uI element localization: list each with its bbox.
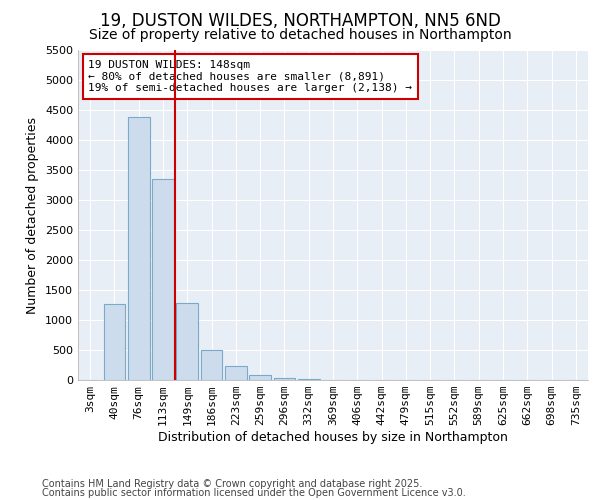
Y-axis label: Number of detached properties: Number of detached properties (26, 116, 40, 314)
X-axis label: Distribution of detached houses by size in Northampton: Distribution of detached houses by size … (158, 431, 508, 444)
Bar (274, 378, 295, 380)
Text: 19 DUSTON WILDES: 148sqm
← 80% of detached houses are smaller (8,891)
19% of sem: 19 DUSTON WILDES: 148sqm ← 80% of detach… (88, 60, 412, 93)
Bar (152, 179, 174, 380)
Text: Size of property relative to detached houses in Northampton: Size of property relative to detached ho… (89, 28, 511, 42)
Text: Contains public sector information licensed under the Open Government Licence v3: Contains public sector information licen… (42, 488, 466, 498)
Bar (200, 350, 223, 380)
Bar (249, 375, 271, 380)
Bar (225, 366, 247, 380)
Text: Contains HM Land Registry data © Crown copyright and database right 2025.: Contains HM Land Registry data © Crown c… (42, 479, 422, 489)
Bar (104, 304, 125, 380)
Bar (128, 117, 149, 380)
Bar (176, 303, 198, 380)
Text: 19, DUSTON WILDES, NORTHAMPTON, NN5 6ND: 19, DUSTON WILDES, NORTHAMPTON, NN5 6ND (100, 12, 500, 30)
